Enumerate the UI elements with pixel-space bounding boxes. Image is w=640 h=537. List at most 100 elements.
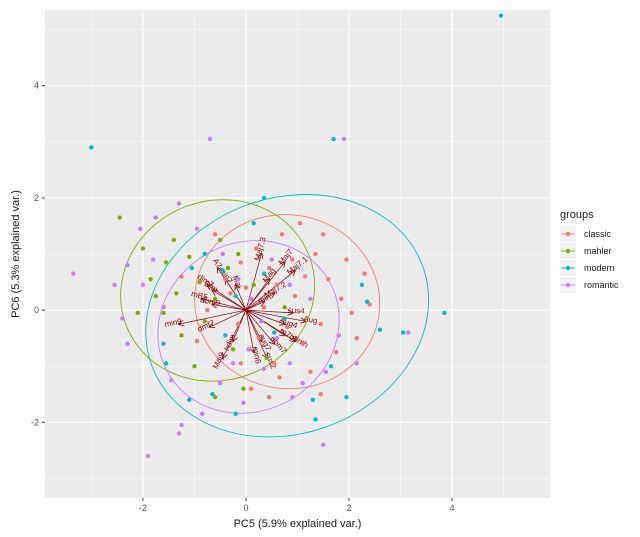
point-romantic [287,282,292,288]
point-classic [223,277,228,282]
legend-point-modern [565,265,571,271]
point-classic [367,302,372,307]
loading-arrow [245,309,274,344]
point-romantic [230,361,236,366]
point-classic [194,338,200,344]
point-classic [212,232,218,237]
point-classic [290,257,295,262]
x-tick-label: -2 [139,503,147,513]
point-mahler [197,279,202,285]
point-classic [349,310,354,316]
loading-label: sus4 [287,306,305,316]
point-modern [251,220,256,226]
legend-title: groups [560,209,594,221]
point-modern [313,417,318,422]
point-modern [223,333,228,338]
group-ellipses [120,194,430,438]
loading-label: min9 [164,316,183,328]
point-mahler [212,394,218,400]
point-romantic [112,282,117,288]
point-modern [282,316,287,321]
point-modern [442,310,447,316]
point-mahler [135,310,140,316]
point-mahler [236,251,241,257]
point-classic [326,277,331,282]
loading-arrow [245,279,269,311]
loading-arrow [245,310,292,313]
y-tick-label: 4 [34,81,39,91]
point-romantic [199,411,205,417]
point-classic [362,271,367,276]
point-romantic [341,136,347,142]
point-modern [163,361,169,366]
point-mahler [264,355,269,360]
point-modern [89,145,94,150]
point-mahler [179,333,184,338]
point-modern [377,327,383,332]
loading-arrow [245,309,295,341]
point-romantic [218,380,223,386]
loading-arrow [245,271,295,311]
legend-label-classic: classic [584,229,612,239]
point-classic [300,341,305,346]
point-modern [364,299,370,304]
gridlines [45,10,550,498]
point-classic [179,274,184,279]
point-classic [279,232,285,237]
point-romantic [241,400,246,405]
point-modern [331,136,336,142]
point-modern [261,271,267,276]
point-modern [272,330,277,335]
loading-arrow [245,309,285,324]
point-romantic [269,257,274,262]
point-romantic [179,422,184,428]
loading-arrow [223,309,247,358]
point-classic [303,274,308,279]
point-classic [318,321,323,327]
loading-arrow [207,285,247,311]
point-mahler [117,215,122,220]
loading-arrow [245,310,254,352]
point-classic [308,369,313,374]
point-romantic [153,215,158,220]
point-romantic [323,369,329,374]
point-modern [344,394,349,400]
point-romantic [161,305,166,310]
point-romantic [336,333,341,338]
point-romantic [308,296,313,302]
legend-label-mahler: mahler [584,246,612,256]
y-tick-label: 2 [34,193,39,203]
point-modern [328,363,334,369]
legend-point-romantic [565,282,571,288]
x-axis-title: PC5 (5.9% explained var.) [234,518,362,530]
point-modern [210,392,215,397]
point-mahler [251,282,256,288]
point-mahler [192,363,197,369]
point-mahler [171,237,177,243]
point-mahler [174,291,179,296]
point-romantic [125,341,130,346]
point-mahler [202,319,207,324]
point-classic [274,282,280,288]
point-classic [284,324,290,330]
ellipse-modern [145,194,430,438]
point-classic [205,307,210,313]
loading-arrow [245,254,261,311]
point-romantic [194,226,200,231]
point-romantic [207,136,213,142]
point-classic [272,361,277,366]
y-tick-label: -2 [31,417,39,427]
loading-label: Aug [303,314,319,325]
point-romantic [176,201,182,206]
point-romantic [300,380,305,386]
loading-arrow [212,304,247,311]
point-modern [189,265,195,271]
x-tick-label: 0 [243,503,248,513]
loading-arrow [245,309,261,341]
loading-arrow [179,309,247,324]
point-classic [248,386,254,391]
point-classic [277,375,282,380]
point-mahler [230,347,236,352]
point-mahler [161,310,166,316]
